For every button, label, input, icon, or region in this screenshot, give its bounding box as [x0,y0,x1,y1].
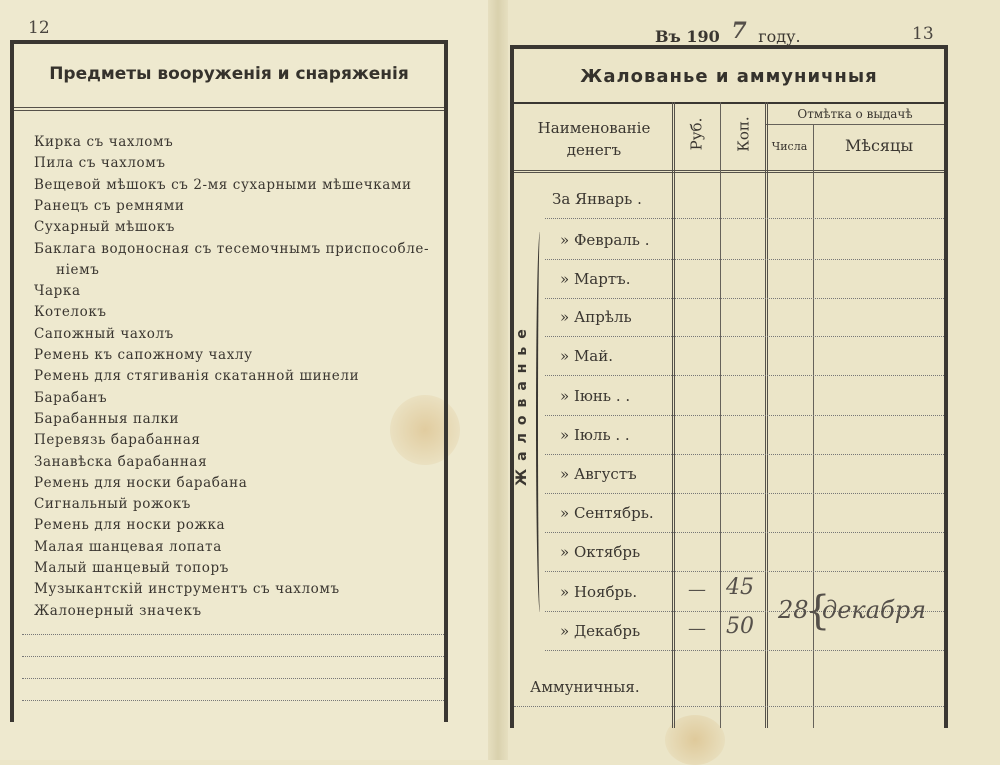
stain [390,395,460,465]
row-line [545,493,944,494]
equipment-item: Сапожный чахолъ [34,325,174,342]
equipment-item: Барабанныя палки [34,410,180,427]
left-page [0,0,492,760]
book-gutter [488,0,508,760]
row-line [545,571,944,572]
row-line [545,336,944,337]
row-line [545,454,944,455]
equipment-table [10,40,448,722]
year-line: Въ 190 7 году. [655,18,801,48]
row-label: » Іюнь . . [560,387,631,405]
equipment-item: Ремень къ сапожному чахлу [34,347,253,363]
bracket [536,232,544,612]
kop-value: 45 [726,575,754,600]
row-label: » Декабрь [560,622,641,640]
side-label: Жалованье [514,321,530,486]
row-label: » Августъ [560,465,637,483]
page-number-right: 13 [912,24,934,44]
rule [766,124,944,125]
blank-line [22,656,444,657]
blank-line [22,700,444,701]
equipment-item: Жалонерный значекъ [34,602,202,619]
row-label: » Апрѣль [560,308,632,326]
header-issue-mark: Отмѣтка о выдачѣ [797,107,913,121]
equipment-item: Сигнальный рожокъ [34,496,191,513]
equipment-item: Кирка съ чахломъ [34,134,174,150]
row-label: » Май. [560,347,614,365]
row-label: Аммуничныя. [530,678,640,696]
equipment-item: Ремень для стягиванія скатанной шинели [34,368,360,385]
equipment-item: Занавѣска барабанная [34,453,208,470]
row-line [545,298,944,299]
equipment-item: ніемъ [56,261,100,278]
brace-mark: { [805,588,831,634]
kop-value: 50 [726,614,754,639]
salary-title: Жалованье и аммуничныя [580,66,878,87]
row-label: » Ноябрь. [560,583,638,601]
equipment-item: Малая шанцевая лопата [34,538,222,555]
equipment-item: Сухарный мѣшокъ [34,219,175,236]
year-handwritten: 7 [731,18,747,44]
row-label: » Іюль . . [560,426,630,444]
equipment-item: Ремень для носки барабана [34,474,248,491]
equipment-item: Ремень для носки рожка [34,517,226,534]
stain [665,715,725,765]
equipment-item: Малый шанцевый топоръ [34,560,229,576]
title-divider [14,107,444,111]
equipment-item: Перевязь барабанная [34,432,201,449]
row-line [545,259,944,260]
equipment-item: Музыкантскій инструментъ съ чахломъ [34,581,340,598]
equipment-title: Предметы вооруженія и снаряженія [49,64,409,84]
salary-table [510,45,948,728]
row-label: » Сентябрь. [560,504,654,522]
equipment-item: Чарка [34,283,81,300]
equipment-item: Барабанъ [34,389,108,406]
row-label: » Февраль . [560,231,650,249]
header-rub: Руб. [687,117,706,151]
header-months: Мѣсяцы [844,136,914,155]
year-suffix: году. [758,27,801,46]
row-line [514,706,944,707]
row-line [545,532,944,533]
year-prefix: Въ 190 [655,27,720,46]
equipment-item: Котелокъ [34,304,107,321]
handwritten-day: 28 [778,596,809,624]
rub-value: — [688,579,706,600]
row-line [545,415,944,416]
equipment-item: Вещевой мѣшокъ съ 2-мя сухарными мѣшечка… [34,176,412,193]
row-label: » Мартъ. [560,270,631,288]
equipment-item: Ранецъ съ ремнями [34,197,185,214]
row-line [545,218,944,219]
equipment-item: Баклага водоносная съ тесемочнымъ приспо… [34,240,430,257]
row-label: » Октябрь [560,543,641,561]
handwritten-month: декабря [822,596,926,624]
header-name: Наименованіе денегъ [537,119,651,159]
row-line [545,611,944,612]
col-divider [813,124,814,728]
rule [514,102,944,104]
rub-value: — [688,618,706,639]
right-page [500,0,1000,760]
row-line [545,375,944,376]
row-line [545,650,944,651]
page-number-left: 12 [28,18,50,38]
blank-line [22,634,444,635]
equipment-item: Пила съ чахломъ [34,155,166,172]
header-day: Числа [771,140,808,153]
blank-line [22,678,444,679]
rule [514,170,944,173]
header-kop: Коп. [734,116,753,152]
row-label: За Январь . [552,190,642,208]
